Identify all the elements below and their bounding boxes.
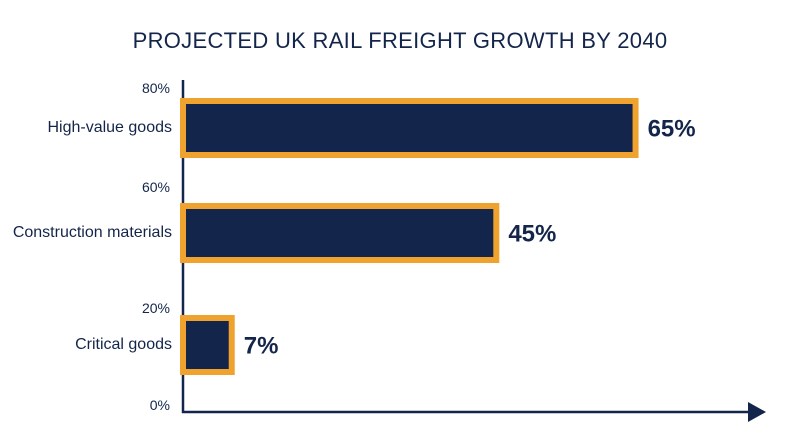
chart-title: PROJECTED UK RAIL FREIGHT GROWTH BY 2040 bbox=[132, 28, 668, 53]
axis-label: 80% bbox=[141, 80, 170, 96]
value-label: 45% bbox=[508, 220, 556, 247]
bar bbox=[180, 203, 500, 263]
bar bbox=[180, 98, 639, 158]
axis-label: 20% bbox=[141, 300, 170, 316]
axis-label: 60% bbox=[141, 179, 170, 195]
axis-arrow bbox=[748, 402, 766, 422]
category-label: Critical goods bbox=[75, 336, 172, 353]
value-label: 7% bbox=[244, 332, 279, 359]
bar bbox=[180, 315, 235, 375]
category-label: High-value goods bbox=[47, 119, 172, 136]
value-label: 65% bbox=[648, 115, 696, 142]
axis-label: 0% bbox=[149, 397, 170, 413]
category-label: Construction materials bbox=[12, 224, 172, 241]
